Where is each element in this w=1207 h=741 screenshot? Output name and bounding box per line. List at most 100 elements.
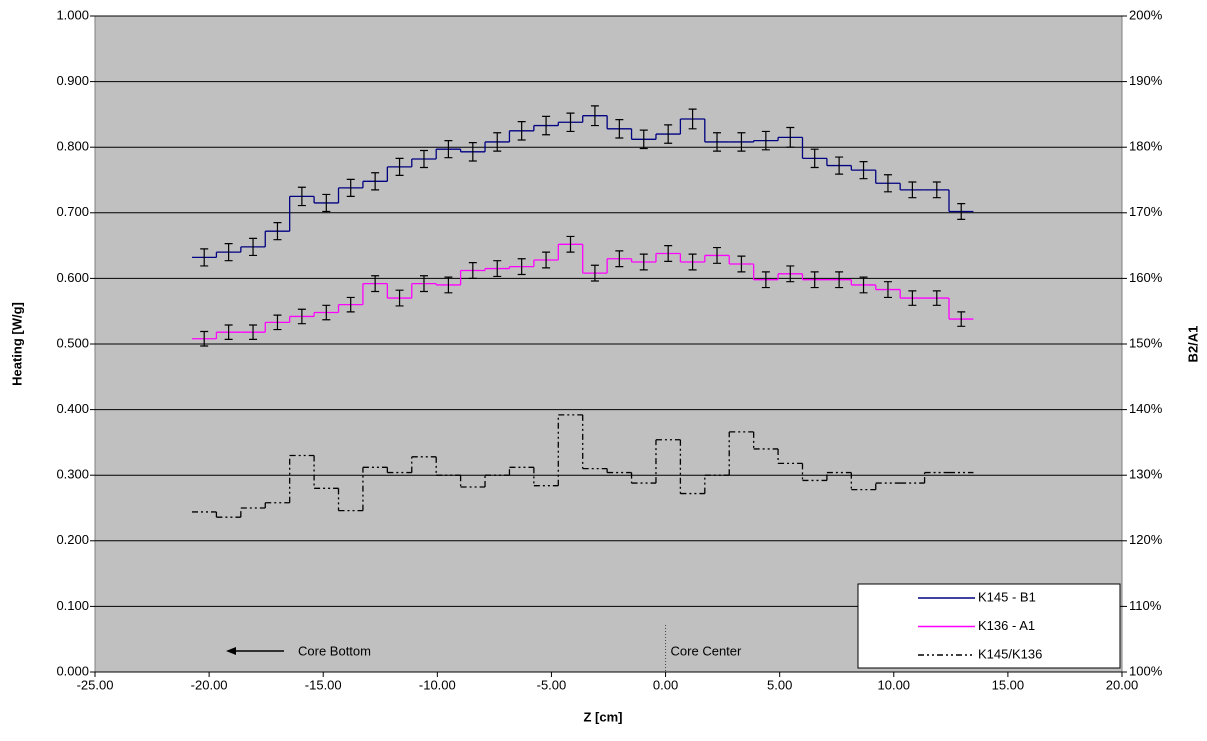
y-tick-label: 0.700: [56, 204, 89, 219]
error-bar: [737, 132, 746, 152]
error-bar: [664, 124, 673, 144]
y-tick-label: 0.900: [56, 73, 89, 88]
error-bar: [297, 308, 306, 325]
error-bar: [737, 255, 746, 273]
error-bar: [786, 126, 795, 148]
y2-axis-title: B2/A1: [1185, 326, 1200, 363]
error-bar: [859, 276, 868, 294]
error-bar: [883, 174, 892, 193]
y-tick-label: 0.800: [56, 139, 89, 154]
error-bar: [493, 132, 502, 152]
y2-tick-label: 180%: [1129, 139, 1163, 154]
error-bar: [810, 148, 819, 169]
error-bar: [395, 289, 404, 307]
y2-tick-label: 200%: [1129, 7, 1163, 22]
error-bar: [786, 265, 795, 283]
error-bar: [713, 246, 722, 264]
error-bar: [493, 260, 502, 278]
error-bar: [835, 156, 844, 175]
error-bar: [468, 262, 477, 279]
y-tick-label: 0.300: [56, 467, 89, 482]
x-tick-label: 0.00: [653, 677, 678, 692]
error-bar: [224, 324, 233, 341]
x-tick-label: 5.00: [767, 677, 792, 692]
y2-tick-label: 140%: [1129, 401, 1163, 416]
y2-tick-label: 130%: [1129, 467, 1163, 482]
error-bar: [664, 245, 673, 262]
error-bar: [883, 281, 892, 299]
error-bar: [468, 142, 477, 162]
x-tick-label: -5.00: [537, 677, 567, 692]
y2-tick-label: 150%: [1129, 335, 1163, 350]
error-bar: [615, 119, 624, 139]
error-bar: [273, 314, 282, 331]
x-tick-label: 15.00: [992, 677, 1025, 692]
error-bar: [249, 237, 258, 257]
legend-label: K136 - A1: [978, 618, 1035, 633]
error-bar: [371, 172, 380, 191]
error-bar: [688, 253, 697, 271]
y2-tick-label: 110%: [1129, 598, 1162, 613]
y-tick-label: 1.000: [56, 7, 89, 22]
y-tick-label: 0.200: [56, 532, 89, 547]
error-bar: [419, 149, 428, 169]
error-bar: [566, 112, 575, 133]
error-bar: [273, 222, 282, 241]
x-tick-label: -15.00: [305, 677, 342, 692]
error-bar: [590, 264, 599, 282]
y2-tick-label: 160%: [1129, 270, 1163, 285]
error-bar: [932, 181, 941, 199]
x-tick-label: 20.00: [1106, 677, 1139, 692]
error-bar: [810, 271, 819, 289]
error-bar: [346, 178, 355, 197]
error-bar: [200, 248, 209, 267]
x-tick-label: -10.00: [419, 677, 456, 692]
error-bar: [395, 157, 404, 177]
legend-label: K145/K136: [978, 646, 1042, 661]
x-axis-title: Z [cm]: [584, 709, 623, 724]
error-bar: [688, 108, 697, 130]
error-bar: [346, 296, 355, 313]
x-tick-label: -25.00: [77, 677, 114, 692]
error-bar: [322, 193, 331, 213]
y-tick-label: 0.600: [56, 270, 89, 285]
error-bar: [761, 130, 770, 151]
error-bar: [419, 275, 428, 293]
error-bar: [517, 258, 526, 276]
x-tick-label: 10.00: [878, 677, 911, 692]
error-bar: [957, 311, 966, 327]
x-tick-label: -20.00: [191, 677, 228, 692]
error-bar: [908, 181, 917, 199]
y-tick-label: 0.400: [56, 401, 89, 416]
error-bar: [542, 251, 551, 269]
error-bar: [517, 121, 526, 141]
error-bar: [932, 290, 941, 306]
error-bar: [615, 250, 624, 268]
legend-label: K145 - B1: [978, 589, 1036, 604]
error-bar: [639, 253, 648, 271]
error-bar: [908, 290, 917, 306]
y2-tick-label: 190%: [1129, 73, 1163, 88]
error-bar: [761, 271, 770, 289]
arrow-head: [226, 647, 236, 655]
y2-tick-label: 120%: [1129, 532, 1163, 547]
y2-tick-label: 170%: [1129, 204, 1163, 219]
y-tick-label: 0.000: [56, 663, 89, 678]
y-tick-label: 0.500: [56, 335, 89, 350]
error-bar: [590, 105, 599, 127]
y-tick-label: 0.100: [56, 598, 89, 613]
error-bar: [444, 276, 453, 294]
error-bar: [542, 115, 551, 136]
y2-tick-label: 100%: [1129, 663, 1163, 678]
error-bar: [249, 324, 258, 341]
error-bar: [371, 275, 380, 293]
error-bar: [297, 186, 306, 207]
error-bar: [957, 203, 966, 220]
annotation: Core Bottom: [298, 643, 371, 658]
error-bar: [322, 304, 331, 321]
annotation: Core Center: [671, 643, 742, 658]
error-bar: [566, 235, 575, 253]
error-bar: [224, 243, 233, 262]
error-bar: [859, 161, 868, 180]
